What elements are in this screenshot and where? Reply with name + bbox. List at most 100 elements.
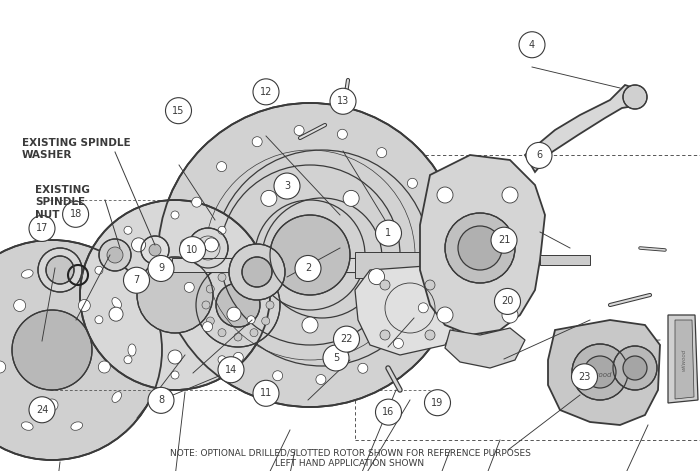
Text: 4: 4	[529, 40, 535, 50]
Circle shape	[192, 197, 202, 207]
Ellipse shape	[112, 298, 122, 309]
Circle shape	[261, 190, 277, 206]
Circle shape	[253, 380, 279, 406]
Circle shape	[109, 307, 123, 321]
Circle shape	[46, 399, 58, 411]
Circle shape	[613, 346, 657, 390]
Circle shape	[80, 200, 270, 390]
Circle shape	[425, 280, 435, 290]
Circle shape	[584, 356, 616, 388]
Circle shape	[95, 316, 103, 324]
Circle shape	[98, 361, 111, 373]
Polygon shape	[355, 252, 430, 278]
Circle shape	[253, 79, 279, 105]
Circle shape	[393, 338, 403, 349]
Circle shape	[218, 356, 226, 364]
Text: 16: 16	[382, 407, 395, 417]
Circle shape	[316, 374, 326, 384]
Text: 22: 22	[340, 334, 353, 344]
Circle shape	[181, 239, 190, 249]
Circle shape	[437, 187, 453, 203]
Circle shape	[294, 125, 304, 136]
Text: 19: 19	[431, 398, 444, 408]
Circle shape	[95, 266, 103, 274]
Circle shape	[250, 329, 258, 337]
Polygon shape	[540, 255, 590, 265]
Circle shape	[623, 85, 647, 109]
Circle shape	[494, 288, 521, 315]
Text: 18: 18	[69, 209, 82, 219]
Circle shape	[229, 244, 285, 300]
Text: 14: 14	[225, 365, 237, 375]
Circle shape	[502, 187, 518, 203]
Ellipse shape	[22, 270, 33, 278]
Text: 3: 3	[284, 181, 290, 191]
Circle shape	[168, 350, 182, 364]
Circle shape	[369, 268, 384, 284]
Circle shape	[572, 344, 628, 400]
Circle shape	[14, 300, 26, 311]
Text: 10: 10	[186, 244, 199, 255]
Text: 9: 9	[158, 263, 164, 274]
Circle shape	[623, 356, 647, 380]
Circle shape	[206, 317, 214, 325]
Circle shape	[227, 307, 241, 321]
Text: 11: 11	[260, 388, 272, 398]
Circle shape	[502, 307, 518, 323]
Circle shape	[337, 129, 347, 139]
Text: 5: 5	[333, 353, 339, 363]
Circle shape	[430, 261, 440, 271]
Polygon shape	[525, 85, 640, 172]
Circle shape	[266, 301, 274, 309]
Circle shape	[380, 280, 390, 290]
Ellipse shape	[22, 422, 33, 430]
Circle shape	[123, 267, 150, 293]
Circle shape	[445, 213, 515, 283]
Circle shape	[526, 142, 552, 169]
Circle shape	[274, 173, 300, 199]
Circle shape	[12, 310, 92, 390]
Circle shape	[149, 244, 161, 256]
Circle shape	[407, 179, 417, 188]
Circle shape	[216, 162, 227, 171]
Circle shape	[375, 399, 402, 425]
Text: wilwood: wilwood	[682, 349, 687, 371]
Circle shape	[419, 303, 428, 313]
Circle shape	[188, 228, 228, 268]
Polygon shape	[420, 155, 545, 335]
Text: NOTE: OPTIONAL DRILLED/SLOTTED ROTOR SHOWN FOR REFERENCE PURPOSES: NOTE: OPTIONAL DRILLED/SLOTTED ROTOR SHO…	[169, 448, 531, 457]
Circle shape	[218, 273, 226, 281]
Circle shape	[250, 273, 258, 281]
Circle shape	[295, 255, 321, 282]
Circle shape	[343, 190, 359, 206]
Circle shape	[179, 236, 206, 263]
Circle shape	[148, 387, 174, 414]
Circle shape	[330, 88, 356, 114]
Circle shape	[206, 285, 214, 293]
Circle shape	[425, 330, 435, 340]
Ellipse shape	[71, 422, 83, 430]
Circle shape	[46, 256, 74, 284]
Circle shape	[202, 301, 210, 309]
Polygon shape	[445, 328, 525, 368]
Circle shape	[247, 266, 255, 274]
Circle shape	[519, 32, 545, 58]
Text: EXISTING
SPINDLE
NUT: EXISTING SPINDLE NUT	[35, 185, 90, 220]
Text: 12: 12	[260, 87, 272, 97]
Circle shape	[204, 238, 218, 252]
Circle shape	[216, 283, 260, 327]
Circle shape	[196, 263, 280, 347]
Text: LEFT HAND APPLICATION SHOWN: LEFT HAND APPLICATION SHOWN	[275, 458, 425, 468]
Circle shape	[218, 329, 226, 337]
Circle shape	[424, 390, 451, 416]
Circle shape	[458, 226, 502, 270]
Circle shape	[375, 220, 402, 246]
Text: EXISTING SPINDLE
WASHER: EXISTING SPINDLE WASHER	[22, 138, 131, 161]
Text: 13: 13	[337, 96, 349, 106]
Circle shape	[141, 236, 169, 264]
Polygon shape	[675, 320, 694, 399]
Circle shape	[234, 333, 242, 341]
Circle shape	[137, 257, 213, 333]
Circle shape	[38, 248, 82, 292]
Circle shape	[302, 317, 318, 333]
